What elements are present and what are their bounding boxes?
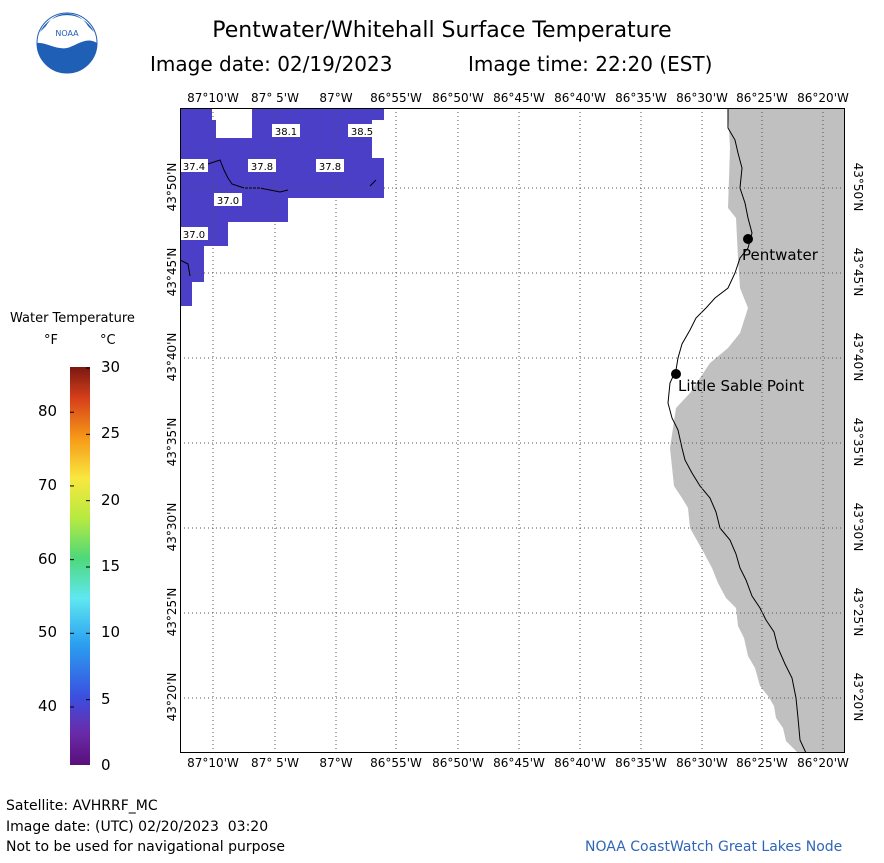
- bottom-lon-tick-label: 87°W: [319, 756, 353, 770]
- top-lon-tick-label: 87° 5'W: [251, 91, 299, 105]
- temperature-label: 38.1: [272, 124, 300, 138]
- temperature-labels: 38.1 38.5 37.4 37.8 37.8 37.0 37.0: [180, 124, 376, 241]
- svg-text:37.8: 37.8: [251, 162, 273, 173]
- utc-date-label: Image date: (UTC) 02/20/2023 03:20: [6, 819, 269, 835]
- top-lon-tick-label: 87°W: [319, 91, 353, 105]
- legend-c-tick-label: 5: [101, 689, 111, 708]
- credit-label: NOAA CoastWatch Great Lakes Node: [585, 839, 843, 855]
- top-lon-tick-label: 86°25'W: [736, 91, 788, 105]
- map-frame: [180, 108, 845, 753]
- top-lon-tick-label: 86°40'W: [554, 91, 606, 105]
- top-lon-tick-label: 86°55'W: [370, 91, 422, 105]
- place-dot: [671, 369, 681, 379]
- place-marker: Pentwater: [742, 234, 819, 264]
- bottom-lon-tick-label: 86°55'W: [370, 756, 422, 770]
- svg-text:37.0: 37.0: [183, 230, 205, 241]
- top-lon-tick-label: 86°50'W: [432, 91, 484, 105]
- bottom-lon-tick-label: 86°25'W: [736, 756, 788, 770]
- bottom-lon-tick-label: 86°30'W: [676, 756, 728, 770]
- temperature-label: 37.0: [180, 227, 208, 241]
- page-title: Pentwater/Whitehall Surface Temperature: [212, 18, 672, 43]
- place-label: Little Sable Point: [678, 377, 804, 395]
- right-lat-tick-label: 43°25'N: [851, 587, 865, 637]
- legend-unit-c: °C: [100, 333, 116, 348]
- temperature-label: 37.8: [248, 159, 276, 173]
- svg-text:37.0: 37.0: [217, 196, 239, 207]
- left-lat-tick-label: 43°25'N: [165, 587, 179, 637]
- right-lat-tick-label: 43°20'N: [851, 672, 865, 722]
- right-lat-tick-label: 43°50'N: [851, 162, 865, 212]
- legend-c-tick-label: 0: [101, 756, 111, 774]
- legend-f-tick-label: 50: [38, 623, 58, 642]
- patch-coastline-small: [180, 259, 191, 277]
- svg-text:37.8: 37.8: [319, 162, 341, 173]
- top-lon-tick-label: 86°20'W: [797, 91, 849, 105]
- noaa-logo: NOAA: [36, 12, 98, 74]
- legend-c-tick-label: 25: [101, 424, 121, 443]
- noaa-logo-text: NOAA: [55, 29, 79, 38]
- satellite-label: Satellite: AVHRRF_MC: [6, 798, 158, 814]
- left-lat-tick-label: 43°20'N: [165, 672, 179, 722]
- place-dot: [743, 234, 753, 244]
- top-lon-tick-label: 86°30'W: [676, 91, 728, 105]
- svg-text:38.1: 38.1: [275, 127, 297, 138]
- legend-colorbar: [70, 367, 90, 765]
- left-lat-tick-label: 43°35'N: [165, 417, 179, 467]
- right-lat-tick-label: 43°30'N: [851, 502, 865, 552]
- shoreline: [667, 108, 807, 753]
- disclaimer: Not to be used for navigational purpose: [6, 839, 285, 855]
- bottom-lon-tick-label: 86°45'W: [493, 756, 545, 770]
- legend-c-tick-label: 20: [101, 490, 121, 509]
- svg-text:37.4: 37.4: [183, 162, 205, 173]
- land-area: [670, 108, 845, 753]
- bottom-lon-tick-label: 86°35'W: [615, 756, 667, 770]
- temperature-label: 37.0: [214, 193, 242, 207]
- image-date: Image date: 02/19/2023: [150, 52, 393, 76]
- bottom-lon-tick-label: 86°40'W: [554, 756, 606, 770]
- graticule: [180, 108, 845, 753]
- temperature-label: 37.4: [180, 159, 208, 173]
- top-lon-tick-label: 87°10'W: [187, 91, 239, 105]
- temperature-label: 37.8: [316, 159, 344, 173]
- right-lat-tick-label: 43°40'N: [851, 332, 865, 382]
- top-lon-tick-label: 86°35'W: [615, 91, 667, 105]
- bottom-lon-tick-label: 87°10'W: [187, 756, 239, 770]
- legend-f-tick-label: 40: [38, 697, 58, 716]
- sst-map: 38.1 38.5 37.4 37.8 37.8 37.0 37.0 Pentwater Li…: [180, 108, 845, 753]
- patch-coastline-tick: [369, 179, 377, 187]
- legend-title: Water Temperature: [10, 311, 135, 326]
- right-lat-tick-label: 43°45'N: [851, 247, 865, 297]
- legend-c-tick-label: 15: [101, 557, 121, 575]
- bottom-lon-tick-label: 86°50'W: [432, 756, 484, 770]
- left-lat-tick-label: 43°45'N: [165, 247, 179, 297]
- image-time: Image time: 22:20 (EST): [468, 52, 713, 76]
- bottom-lon-tick-label: 86°20'W: [797, 756, 849, 770]
- legend-f-tick-label: 80: [38, 402, 58, 421]
- svg-text:38.5: 38.5: [351, 127, 373, 138]
- legend-unit-f: °F: [44, 333, 58, 348]
- place-label: Pentwater: [742, 246, 819, 264]
- legend-f-tick-label: 70: [38, 475, 58, 494]
- legend-c-tick-label: 10: [101, 623, 121, 642]
- temperature-label: 38.5: [348, 124, 376, 138]
- left-lat-tick-label: 43°50'N: [165, 162, 179, 212]
- bottom-lon-tick-label: 87° 5'W: [251, 756, 299, 770]
- top-lon-tick-label: 86°45'W: [493, 91, 545, 105]
- place-marker: Little Sable Point: [671, 369, 804, 395]
- places: Pentwater Little Sable Point: [671, 234, 819, 395]
- right-lat-tick-label: 43°35'N: [851, 417, 865, 467]
- left-lat-tick-label: 43°40'N: [165, 332, 179, 382]
- legend-c-tick-label: 30: [101, 358, 121, 376]
- legend-f-tick-label: 60: [38, 549, 58, 568]
- left-lat-tick-label: 43°30'N: [165, 502, 179, 552]
